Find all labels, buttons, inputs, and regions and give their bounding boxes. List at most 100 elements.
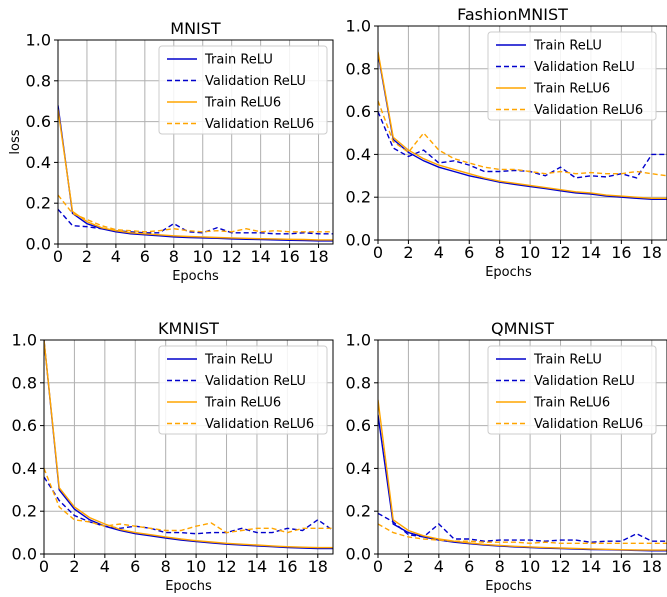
- x-tick-label: 6: [130, 557, 140, 576]
- x-tick-label: 12: [550, 557, 570, 576]
- y-tick-label: 0.6: [346, 416, 371, 435]
- series-line-validation-relu6: [378, 523, 667, 545]
- y-tick-label: 1.0: [346, 17, 371, 36]
- x-tick-label: 0: [373, 557, 383, 576]
- y-tick-label: 1.0: [12, 331, 37, 350]
- y-tick-label: 0.0: [346, 231, 371, 250]
- y-tick-label: 0.4: [346, 459, 371, 478]
- x-tick-label: 14: [581, 243, 601, 262]
- legend-label: Validation ReLU: [534, 60, 635, 75]
- legend-label: Train ReLU: [533, 39, 602, 54]
- y-tick-label: 1.0: [26, 31, 51, 50]
- x-axis-label: Epochs: [172, 269, 219, 284]
- x-tick-label: 8: [169, 247, 179, 266]
- legend-label: Validation ReLU: [534, 374, 635, 389]
- x-tick-label: 4: [100, 557, 110, 576]
- x-tick-label: 12: [222, 247, 242, 266]
- legend-box: [487, 345, 657, 435]
- legend-label: Train ReLU6: [533, 396, 610, 411]
- x-axis-label: Epochs: [485, 579, 532, 594]
- legend-label: Validation ReLU6: [534, 103, 643, 118]
- x-tick-label: 2: [69, 557, 79, 576]
- legend-label: Validation ReLU6: [205, 417, 314, 432]
- x-tick-label: 12: [216, 557, 236, 576]
- x-tick-label: 14: [581, 557, 601, 576]
- y-tick-label: 0.0: [346, 545, 371, 564]
- series-line-validation-relu: [58, 208, 333, 235]
- legend-label: Train ReLU6: [204, 396, 281, 411]
- chart-panel-1: 0 2 4 6 8 10 12 14 16 18 0.0 0.2 0.4 0.6 0.8 1.0 Fashion…: [346, 5, 667, 280]
- x-tick-label: 6: [464, 243, 474, 262]
- legend-label: Train ReLU: [204, 53, 273, 68]
- x-tick-label: 12: [550, 243, 570, 262]
- x-tick-label: 6: [464, 557, 474, 576]
- x-tick-label: 2: [403, 557, 413, 576]
- y-tick-label: 0.6: [12, 416, 37, 435]
- series-line-validation-relu6: [58, 194, 333, 233]
- x-tick-label: 16: [277, 557, 297, 576]
- x-tick-label: 4: [111, 247, 121, 266]
- x-tick-label: 10: [186, 557, 206, 576]
- x-tick-label: 18: [642, 243, 662, 262]
- y-tick-label: 0.6: [26, 112, 51, 131]
- y-tick-label: 0.4: [26, 153, 51, 172]
- y-tick-label: 0.8: [346, 59, 371, 78]
- series-line-train-relu: [44, 340, 333, 550]
- y-tick-label: 0.8: [26, 71, 51, 90]
- x-tick-label: 16: [611, 557, 631, 576]
- series-line-train-relu6: [378, 399, 667, 551]
- chart-title: MNIST: [170, 19, 221, 38]
- x-tick-label: 0: [39, 557, 49, 576]
- x-tick-label: 2: [403, 243, 413, 262]
- series-line-validation-relu: [378, 512, 667, 543]
- x-tick-label: 4: [434, 243, 444, 262]
- series-line-train-relu: [378, 414, 667, 552]
- series-line-train-relu: [58, 105, 333, 242]
- legend-box: [158, 345, 328, 435]
- series-line-train-relu: [378, 53, 667, 201]
- x-tick-label: 14: [247, 557, 267, 576]
- chart-panel-3: 0 2 4 6 8 10 12 14 16 18 0.0 0.2 0.4 0.6 0.8 1.0 QMNIST E…: [346, 319, 667, 594]
- legend-label: Validation ReLU: [205, 374, 306, 389]
- x-axis-label: Epochs: [165, 579, 212, 594]
- legend-label: Train ReLU: [204, 353, 273, 368]
- x-tick-label: 0: [373, 243, 383, 262]
- x-tick-label: 10: [193, 247, 213, 266]
- y-tick-label: 0.2: [12, 502, 37, 521]
- y-tick-label: 0.6: [346, 102, 371, 121]
- y-axis-label: loss: [8, 129, 23, 154]
- plot-frame: [377, 25, 667, 241]
- x-tick-label: 10: [520, 557, 540, 576]
- legend: Train ReLU Validation ReLU Train ReLU6 Vali…: [487, 345, 657, 435]
- y-tick-label: 0.4: [12, 459, 37, 478]
- x-axis-label: Epochs: [485, 265, 532, 280]
- y-tick-label: 0.8: [346, 373, 371, 392]
- y-tick-label: 0.0: [26, 235, 51, 254]
- x-tick-label: 0: [53, 247, 63, 266]
- y-tick-label: 0.2: [346, 502, 371, 521]
- y-tick-label: 1.0: [346, 331, 371, 350]
- y-tick-label: 0.0: [12, 545, 37, 564]
- series-line-validation-relu6: [378, 100, 667, 177]
- chart-title: KMNIST: [158, 319, 219, 338]
- x-tick-label: 16: [279, 247, 299, 266]
- x-tick-label: 18: [308, 557, 328, 576]
- x-tick-label: 8: [495, 243, 505, 262]
- series-line-train-relu6: [58, 109, 333, 241]
- series-line-validation-relu: [378, 111, 667, 179]
- legend-box: [487, 31, 657, 121]
- series-line-validation-relu6: [44, 468, 333, 534]
- x-tick-label: 16: [611, 243, 631, 262]
- x-tick-label: 6: [140, 247, 150, 266]
- y-tick-label: 0.2: [346, 188, 371, 207]
- x-tick-label: 10: [520, 243, 540, 262]
- plot-frame: [377, 339, 667, 555]
- y-tick-label: 0.2: [26, 194, 51, 213]
- chart-panel-2: 0 2 4 6 8 10 12 14 16 18 0.0 0.2 0.4 0.6 0.8 1.0 KMNIST E…: [12, 319, 334, 594]
- legend: Train ReLU Validation ReLU Train ReLU6 Vali…: [158, 45, 328, 135]
- legend: Train ReLU Validation ReLU Train ReLU6 Vali…: [487, 31, 657, 121]
- x-tick-label: 8: [495, 557, 505, 576]
- y-tick-label: 0.8: [12, 373, 37, 392]
- legend: Train ReLU Validation ReLU Train ReLU6 Vali…: [158, 345, 328, 435]
